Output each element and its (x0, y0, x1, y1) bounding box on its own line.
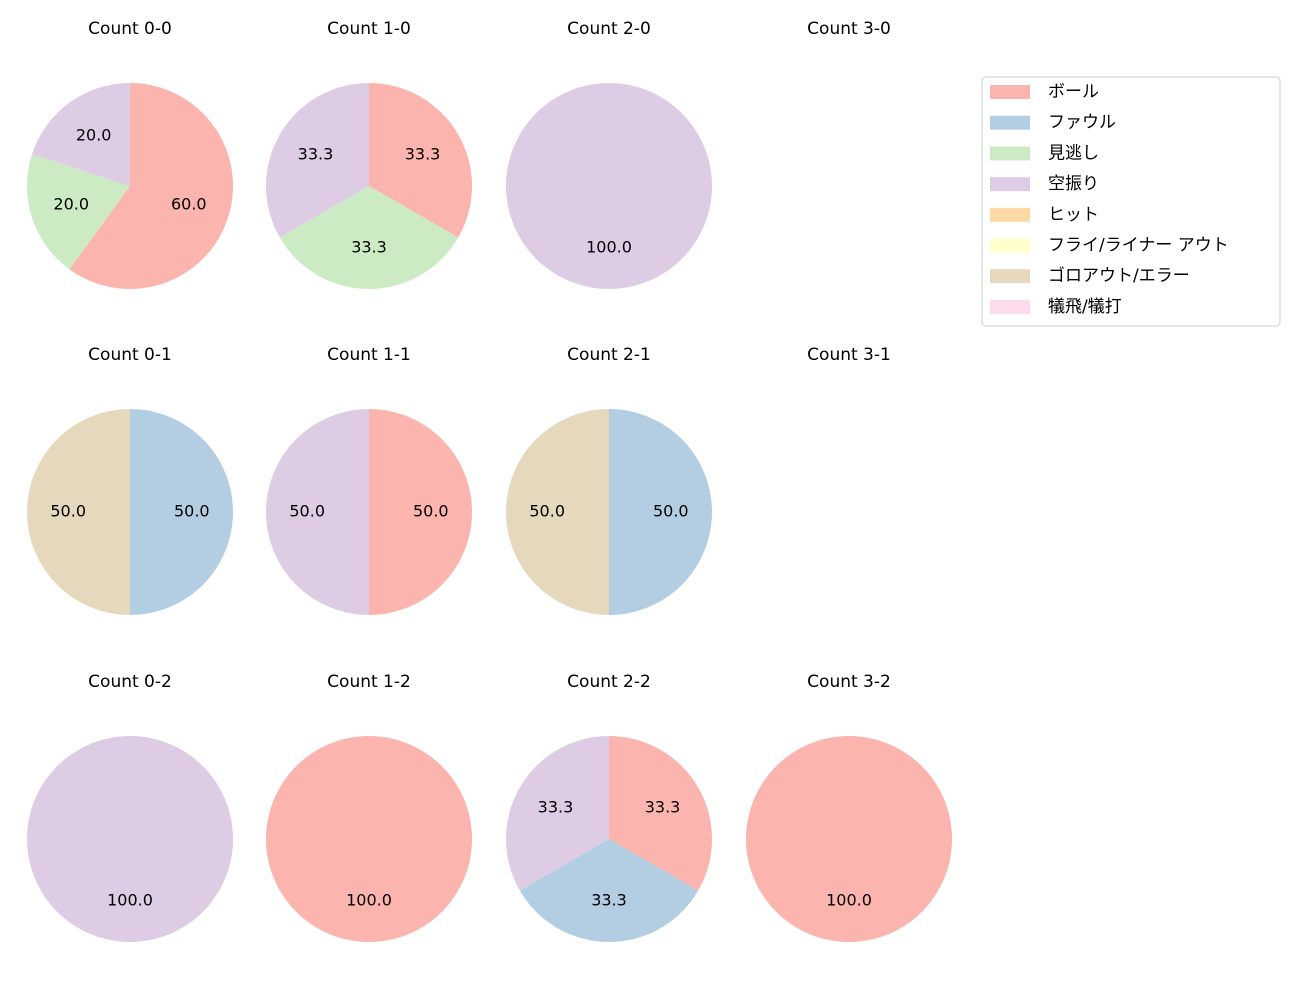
pie-slice (266, 409, 369, 615)
chart-title: Count 0-0 (88, 19, 172, 39)
chart-title: Count 1-0 (327, 19, 411, 39)
chart-title: Count 0-2 (88, 672, 172, 692)
legend-swatch (990, 207, 1030, 222)
value-label: 50.0 (653, 502, 689, 521)
legend-label: 犠飛/犠打 (1048, 297, 1122, 317)
pie-slice (266, 736, 472, 942)
value-label: 33.3 (645, 798, 681, 817)
pie-slice (69, 83, 233, 289)
pie-slice (26, 154, 131, 270)
pie-slice (609, 409, 712, 615)
value-label: 33.3 (351, 237, 387, 256)
value-label: 60.0 (171, 195, 207, 214)
legend-label: ゴロアウト/エラー (1048, 265, 1190, 286)
value-label: 50.0 (174, 502, 210, 521)
chart-title: Count 3-1 (807, 345, 891, 365)
legend-label: 見逃し (1048, 143, 1099, 163)
chart-title: Count 3-0 (807, 19, 891, 39)
legend-label: 空振り (1048, 174, 1099, 194)
pie-slice (266, 83, 369, 238)
legend-swatch (990, 299, 1030, 314)
legend-box (981, 76, 1281, 327)
chart-title: Count 2-2 (567, 672, 651, 692)
pie-slice (369, 409, 472, 615)
chart-title: Count 3-2 (807, 672, 891, 692)
legend-swatch (990, 269, 1030, 284)
legend-swatch (990, 238, 1030, 253)
chart-title: Count 1-2 (327, 672, 411, 692)
value-label: 50.0 (413, 502, 449, 521)
value-label: 33.3 (405, 145, 441, 164)
value-label: 100.0 (107, 890, 153, 909)
legend-label: ボール (1048, 82, 1099, 102)
pie-slice (746, 736, 952, 942)
pie-slice (369, 83, 472, 238)
legend-label: フライ/ライナー アウト (1048, 236, 1229, 256)
pie-slice (506, 736, 609, 891)
pie-slice (27, 409, 130, 615)
pie-slice (506, 409, 609, 615)
pie-slice (519, 839, 699, 942)
value-label: 20.0 (53, 195, 89, 214)
legend-swatch (990, 115, 1030, 130)
value-label: 100.0 (586, 237, 632, 256)
pie-slice (609, 736, 712, 891)
legend-swatch (990, 146, 1030, 161)
legend-swatch (990, 85, 1030, 99)
chart-title: Count 2-1 (567, 345, 651, 365)
chart-title: Count 2-0 (567, 19, 651, 39)
value-label: 33.3 (591, 890, 627, 909)
chart-title: Count 1-1 (327, 345, 411, 365)
value-label: 20.0 (76, 126, 112, 145)
value-label: 33.3 (538, 798, 574, 817)
pie-slice (130, 409, 233, 615)
chart-title: Count 0-1 (88, 345, 172, 365)
value-label: 100.0 (346, 890, 392, 909)
value-label: 50.0 (50, 502, 86, 521)
value-label: 33.3 (298, 145, 334, 164)
legend-swatch (990, 177, 1030, 192)
value-label: 100.0 (826, 890, 872, 909)
legend-label: ヒット (1048, 205, 1099, 225)
pie-slice (32, 83, 130, 186)
pie-slice (506, 83, 712, 289)
legend-label: ファウル (1048, 113, 1116, 133)
pie-slice (27, 736, 233, 942)
value-label: 50.0 (289, 502, 325, 521)
value-label: 50.0 (529, 502, 565, 521)
